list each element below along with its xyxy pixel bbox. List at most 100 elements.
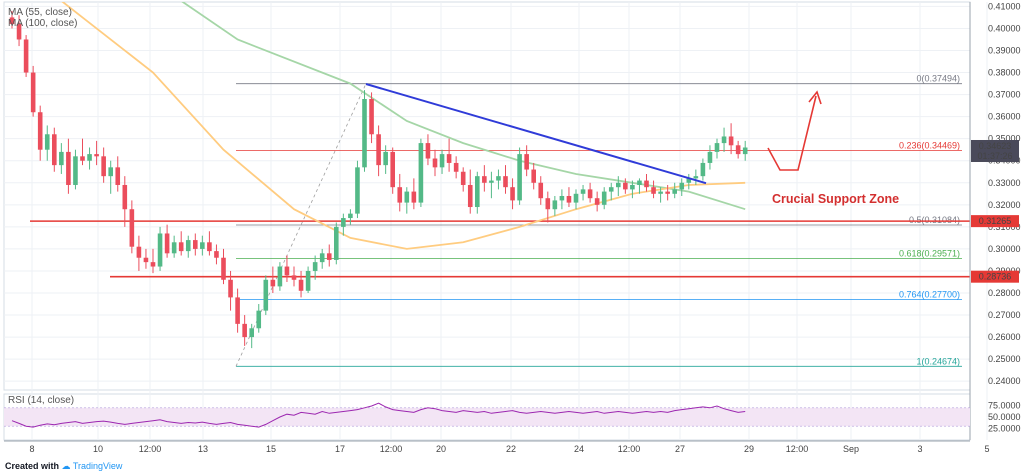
candle-body bbox=[101, 156, 106, 177]
candle-body bbox=[66, 151, 71, 185]
rsi-tick-label: 75.0000 bbox=[988, 401, 1021, 411]
candle-body bbox=[623, 182, 628, 190]
candle-body bbox=[425, 143, 431, 159]
candle-body bbox=[460, 171, 466, 185]
candle-body bbox=[616, 182, 621, 188]
time-tick-label: 27 bbox=[675, 444, 685, 454]
candle-body bbox=[545, 198, 551, 210]
candle-body bbox=[390, 151, 395, 188]
candle-body bbox=[355, 167, 360, 214]
candle-body bbox=[721, 136, 727, 144]
candle-body bbox=[108, 167, 113, 177]
time-tick-label: 10 bbox=[93, 444, 103, 454]
candle-body bbox=[221, 257, 226, 280]
legend-entry: MA (100, close) bbox=[8, 18, 77, 29]
footer-brand[interactable]: TradingView bbox=[72, 461, 123, 471]
candle-body bbox=[235, 297, 240, 324]
candle-body bbox=[608, 187, 614, 192]
fib-level-label: 1(0.24674) bbox=[916, 356, 960, 366]
candle-body bbox=[348, 213, 353, 219]
rsi-line bbox=[11, 402, 746, 428]
candle-body bbox=[94, 154, 99, 157]
candle-body bbox=[658, 191, 663, 194]
time-tick-label: 17 bbox=[335, 444, 345, 454]
last-price-tag bbox=[971, 139, 1019, 162]
candle-body bbox=[700, 162, 706, 177]
candle-body bbox=[538, 182, 544, 199]
candle-body bbox=[362, 99, 367, 168]
time-tick-label: 15 bbox=[266, 444, 276, 454]
candle-body bbox=[284, 266, 290, 276]
candle-body bbox=[418, 143, 424, 203]
candle-body bbox=[270, 279, 276, 287]
candle-body bbox=[714, 143, 720, 152]
candle-body bbox=[334, 226, 339, 260]
legend-entry: MA (55, close) bbox=[8, 7, 72, 18]
price-tick-label: 0.33000 bbox=[988, 178, 1021, 188]
price-tag bbox=[971, 215, 1019, 228]
candle-body bbox=[136, 246, 142, 258]
price-tag bbox=[971, 270, 1019, 283]
candle-body bbox=[552, 200, 558, 210]
candle-body bbox=[467, 184, 473, 208]
rsi-label: RSI (14, close) bbox=[8, 395, 74, 406]
candle-body bbox=[665, 191, 670, 194]
price-tick-label: 0.24000 bbox=[988, 376, 1021, 386]
candle-body bbox=[439, 154, 445, 168]
candle-body bbox=[30, 72, 36, 113]
rsi-tick-label: 50.0000 bbox=[988, 412, 1021, 422]
candle-body bbox=[686, 178, 692, 183]
candle-body bbox=[475, 176, 480, 208]
candle-body bbox=[312, 262, 318, 271]
time-tick-label: 20 bbox=[436, 444, 446, 454]
candlestick-series bbox=[9, 10, 748, 349]
price-tick-label: 0.40000 bbox=[988, 23, 1021, 33]
time-tick-label: 12:00 bbox=[618, 444, 641, 454]
fib-level-label: 0.764(0.27700) bbox=[899, 290, 960, 300]
fib-level-label: 0.236(0.34469) bbox=[899, 140, 960, 150]
candle-body bbox=[249, 328, 254, 338]
candle-body bbox=[87, 154, 92, 161]
candle-body bbox=[693, 176, 699, 179]
candle-body bbox=[200, 242, 205, 249]
candle-body bbox=[242, 323, 247, 338]
candle-body bbox=[319, 253, 325, 263]
drawings: Crucial Support Zone bbox=[365, 83, 899, 206]
candle-body bbox=[707, 151, 713, 163]
candle-body bbox=[263, 279, 269, 311]
candle-body bbox=[326, 253, 332, 260]
candle-body bbox=[672, 189, 677, 194]
price-tag-label: 0.31265 bbox=[979, 216, 1012, 226]
candle-body bbox=[122, 184, 128, 210]
candle-body bbox=[178, 242, 184, 252]
footer: Created with ☁ TradingView bbox=[5, 461, 122, 472]
candle-body bbox=[566, 196, 572, 203]
time-tick-label: Sep bbox=[843, 444, 859, 454]
price-tick-label: 0.32000 bbox=[988, 200, 1021, 210]
candle-body bbox=[594, 198, 600, 205]
candle-body bbox=[115, 167, 121, 185]
candle-body bbox=[496, 176, 501, 181]
candle-body bbox=[298, 279, 304, 291]
candle-body bbox=[524, 154, 529, 170]
candle-body bbox=[23, 39, 29, 73]
candle-body bbox=[185, 240, 191, 252]
footer-created: Created with bbox=[5, 461, 60, 471]
candle-body bbox=[559, 196, 565, 201]
fib-level-label: 0(0.37494) bbox=[916, 74, 960, 84]
time-tick-label: 5 bbox=[984, 444, 989, 454]
price-tag-label: 0.28736 bbox=[979, 272, 1012, 282]
price-tick-label: 0.35000 bbox=[988, 134, 1021, 144]
price-tick-label: 0.26000 bbox=[988, 332, 1021, 342]
tradingview-icon: ☁ bbox=[61, 461, 71, 471]
price-tick-label: 0.38000 bbox=[988, 68, 1021, 78]
time-tick-label: 8 bbox=[29, 444, 34, 454]
candle-body bbox=[742, 147, 748, 155]
fib-level-label: 0.5(0.31084) bbox=[909, 215, 960, 225]
candle-body bbox=[531, 169, 536, 183]
candle-body bbox=[369, 99, 374, 135]
candle-body bbox=[573, 193, 579, 203]
candle-body bbox=[517, 154, 522, 201]
price-tick-label: 0.37000 bbox=[988, 90, 1021, 100]
